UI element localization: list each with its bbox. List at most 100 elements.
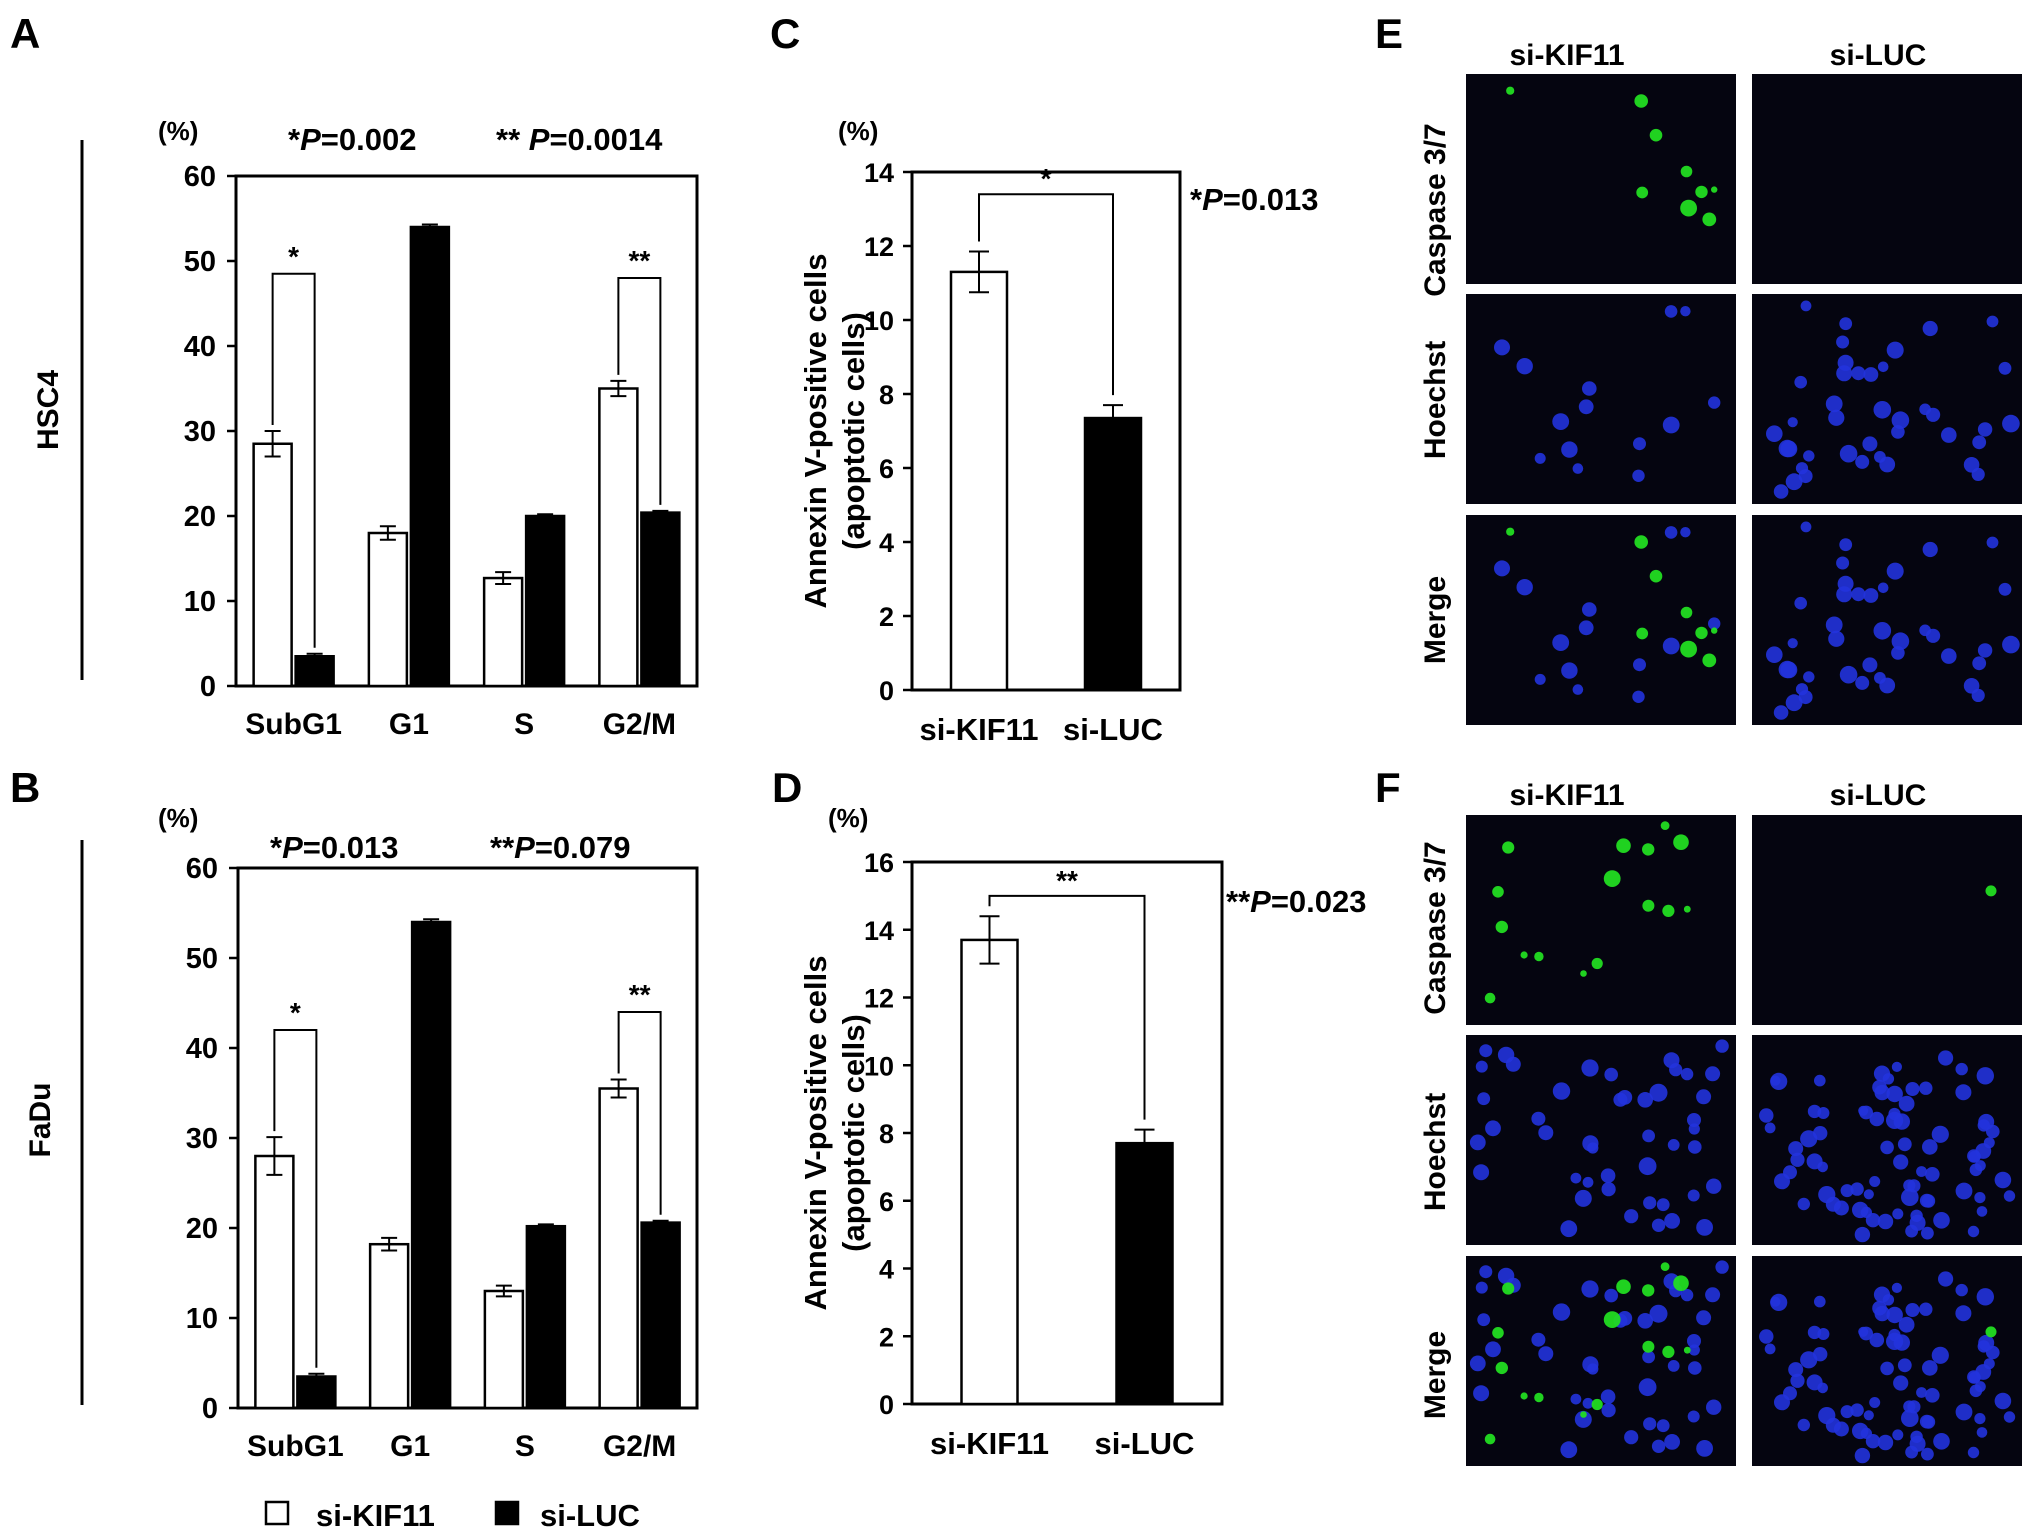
micrograph-row-label-f-hoechst: Hoechst	[1419, 1093, 1452, 1211]
micrograph-row-label-e-merge: Merge	[1419, 576, 1452, 664]
x-tick-label: si-LUC	[1063, 712, 1163, 747]
nucleus-spot	[1783, 1386, 1797, 1401]
nucleus-spot	[1803, 450, 1815, 462]
nucleus-spot	[1919, 1302, 1933, 1316]
nucleus-spot	[1764, 1343, 1776, 1355]
caspase-spot	[1591, 957, 1603, 970]
nucleus-spot	[1561, 662, 1578, 679]
nucleus-spot	[1955, 1062, 1968, 1076]
nucleus-spot	[1886, 1306, 1903, 1324]
nucleus-spot	[1624, 1430, 1639, 1445]
caspase-spot	[1636, 186, 1649, 199]
y-tick-label: 16	[864, 848, 894, 878]
nucleus-spot	[1785, 694, 1803, 712]
x-tick-label: SubG1	[245, 708, 342, 741]
nucleus-spot	[1955, 1182, 1973, 1200]
nucleus-spot	[1516, 358, 1533, 375]
nucleus-spot	[1922, 541, 1938, 558]
y-tick-label: 10	[864, 306, 894, 336]
nucleus-spot	[1977, 422, 1993, 437]
caspase-spot	[1603, 870, 1621, 887]
nucleus-spot	[1968, 1150, 1981, 1163]
nucleus-spot	[1582, 381, 1597, 396]
nucleus-spot	[1601, 1182, 1616, 1197]
caspase-spot	[1680, 165, 1693, 178]
nucleus-spot	[1696, 1089, 1712, 1105]
nucleus-spot	[1485, 1341, 1501, 1358]
nucleus-spot	[1497, 1267, 1515, 1285]
panel-letter-b: B	[10, 764, 40, 811]
nucleus-spot	[1968, 1371, 1981, 1384]
nucleus-spot	[1600, 1389, 1616, 1404]
nucleus-spot	[1632, 469, 1645, 482]
nucleus-spot	[1578, 399, 1594, 415]
bar	[1115, 1141, 1174, 1406]
nucleus-spot	[1851, 366, 1866, 381]
nucleus-spot	[1469, 1355, 1486, 1372]
nucleus-spot	[1582, 1176, 1594, 1188]
nucleus-spot	[1638, 1378, 1657, 1397]
nucleus-spot	[1974, 1381, 1986, 1393]
nucleus-spot	[1976, 1288, 1995, 1306]
nucleus-spot	[1859, 1105, 1873, 1120]
bar	[296, 1375, 337, 1410]
nucleus-spot	[1836, 586, 1853, 603]
significance-stars: *	[290, 997, 301, 1028]
nucleus-spot	[1938, 1271, 1954, 1287]
y-tick-label: 8	[879, 380, 894, 410]
nucleus-spot	[1862, 436, 1878, 452]
nucleus-spot	[1656, 1198, 1670, 1212]
nucleus-spot	[1582, 1135, 1599, 1152]
bar	[525, 1224, 567, 1410]
legend-label-filled: si-LUC	[540, 1498, 640, 1533]
nucleus-spot	[1651, 1218, 1666, 1233]
nucleus-spot	[1814, 1295, 1826, 1308]
y-tick-label: 14	[864, 916, 894, 946]
nucleus-spot	[1582, 1356, 1599, 1373]
x-tick-label: SubG1	[247, 1430, 344, 1463]
nucleus-spot	[1773, 484, 1789, 499]
nucleus-spot	[1971, 688, 1985, 703]
x-tick-label: G2/M	[603, 708, 676, 741]
significance-stars: *	[288, 241, 299, 272]
micrograph-col-label-e-luc: si-LUC	[1830, 39, 1927, 72]
nucleus-spot	[1859, 1326, 1873, 1341]
nucleus-spot	[1790, 1152, 1805, 1167]
nucleus-spot	[1877, 582, 1889, 594]
nucleus-spot	[1581, 1059, 1599, 1077]
nucleus-spot	[1892, 1429, 1904, 1441]
nucleus-spot	[1649, 1083, 1668, 1102]
nucleus-spot	[1680, 527, 1691, 538]
nucleus-spot	[1893, 1154, 1909, 1170]
nucleus-spot	[1986, 1124, 2000, 1139]
caspase-spot	[1616, 1279, 1631, 1294]
y-tick-label: 60	[184, 161, 216, 193]
x-tick-label: si-KIF11	[920, 712, 1039, 747]
bar	[640, 1221, 681, 1410]
y-tick-label: 2	[879, 1322, 894, 1352]
nucleus-spot	[1863, 1410, 1874, 1421]
pvalue-b-1: *P=0.013	[270, 830, 398, 865]
caspase-spot	[1642, 1340, 1655, 1353]
y-tick-label: 50	[184, 246, 216, 278]
nucleus-spot	[1477, 1092, 1491, 1106]
nucleus-spot	[1840, 1184, 1854, 1198]
y-tick-label: 8	[879, 1119, 894, 1149]
nucleus-spot	[1901, 1188, 1919, 1206]
caspase-spot	[1642, 1284, 1655, 1297]
y-tick-label: 40	[184, 331, 216, 363]
plot-frame	[910, 170, 1182, 692]
nucleus-spot	[1892, 1208, 1904, 1220]
panel-letter-f: F	[1375, 764, 1401, 811]
nucleus-spot	[1479, 1265, 1493, 1279]
nucleus-spot	[1828, 409, 1845, 426]
nucleus-spot	[1688, 1361, 1702, 1375]
significance-bracket	[617, 1011, 662, 1215]
nucleus-spot	[1873, 401, 1892, 419]
pvalue-c: *P=0.013	[1190, 182, 1318, 217]
significance-stars: **	[628, 245, 650, 276]
nucleus-spot	[1839, 538, 1853, 552]
nucleus-spot	[1974, 1160, 1986, 1172]
nucleus-spot	[1770, 1296, 1781, 1307]
